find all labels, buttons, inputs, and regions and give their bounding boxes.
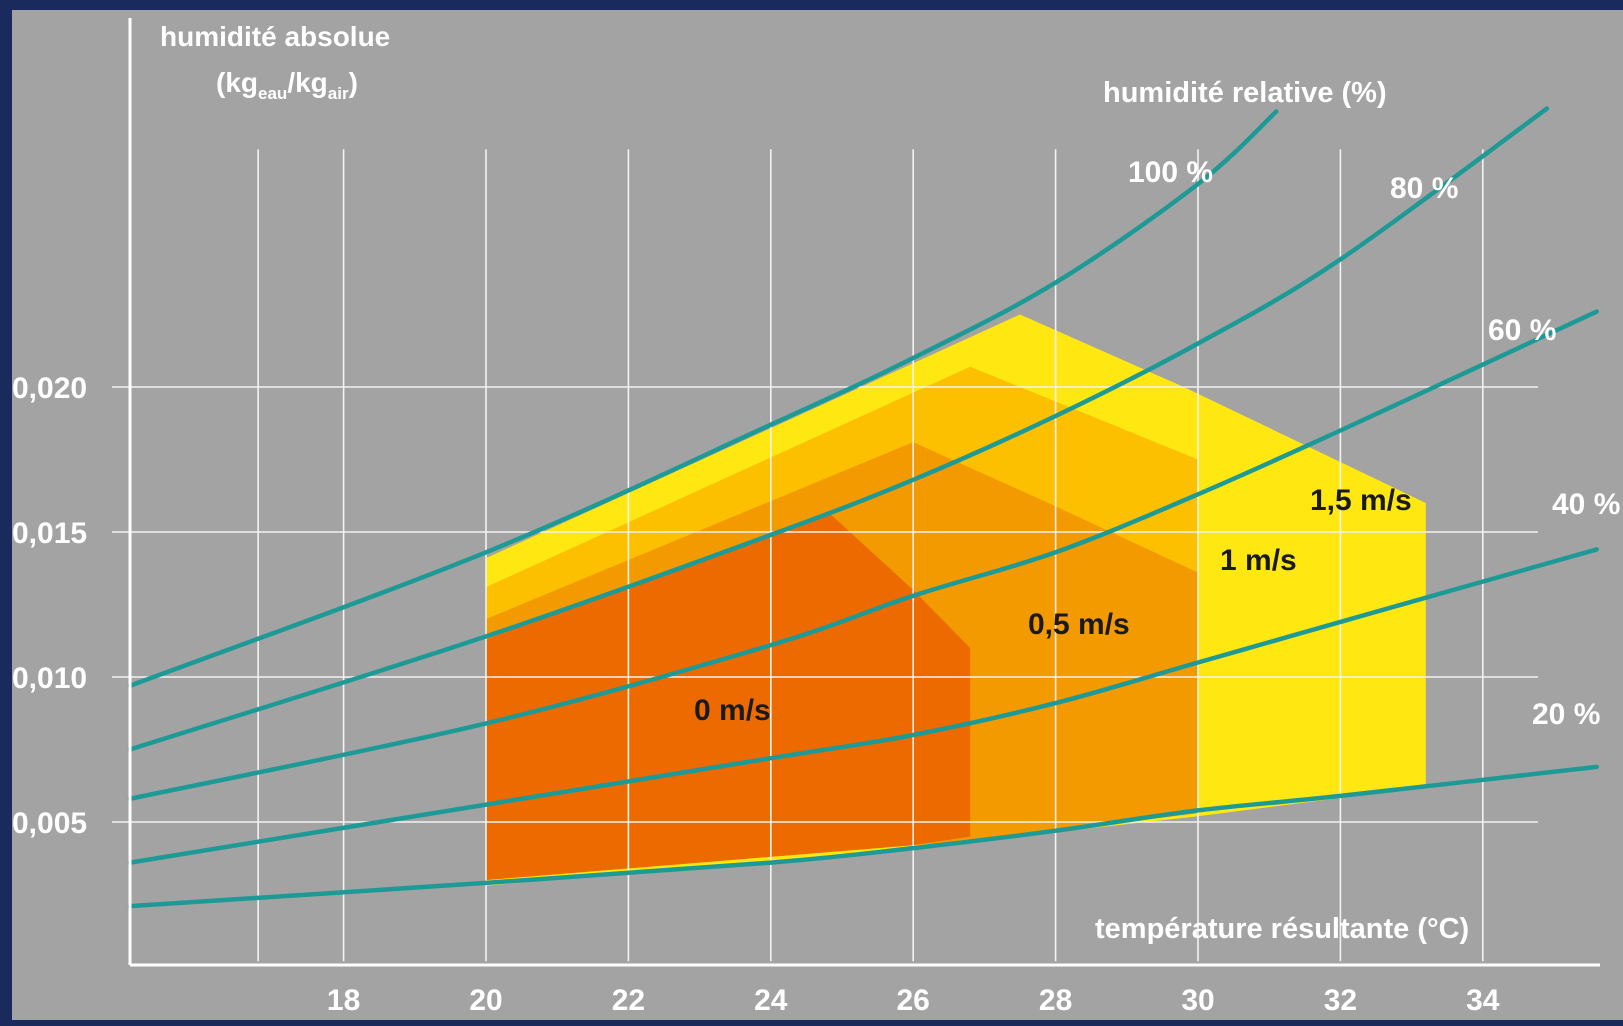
y-tick-label: 0,005 (12, 807, 87, 840)
y-tick-label: 0,020 (12, 372, 87, 405)
comfort-zone-label: 0,5 m/s (1028, 608, 1130, 641)
x-tick-label: 24 (754, 984, 788, 1017)
rh-curve-label: 20 % (1532, 698, 1600, 731)
rh-curve-label: 100 % (1128, 156, 1213, 189)
rh-title: humidité relative (%) (1103, 77, 1387, 109)
rh-curve-4 (127, 764, 1599, 909)
rh-curve-label: 60 % (1488, 314, 1556, 347)
x-tick-label: 34 (1466, 984, 1500, 1017)
y-unit-sub-eau: eau (258, 84, 287, 103)
comfort-zone-3 (486, 511, 971, 880)
x-tick-label: 20 (469, 984, 502, 1017)
y-unit-kg1: kg (225, 67, 258, 98)
comfort-zone-label: 1 m/s (1220, 544, 1297, 577)
y-tick-label: 0,015 (12, 517, 87, 550)
y-axis-title: humidité absolue (160, 21, 390, 52)
x-tick-label: 18 (327, 984, 360, 1017)
rh-curve-label: 40 % (1552, 488, 1620, 521)
rh-curve-0 (127, 109, 1279, 688)
comfort-zones (486, 314, 1426, 886)
x-tick-label: 22 (612, 984, 645, 1017)
y-unit-sub-air: air (328, 84, 349, 103)
comfort-zone-label: 1,5 m/s (1310, 484, 1412, 517)
rh-curve-2 (127, 309, 1599, 802)
relative-humidity-curves (127, 106, 1599, 909)
y-axis-unit: (kgeau/kgair) (216, 67, 358, 103)
rh-curve-1 (127, 106, 1550, 752)
rh-curve-3 (127, 547, 1599, 865)
x-tick-label: 32 (1324, 984, 1357, 1017)
x-axis-title: température résultante (°C) (1095, 913, 1469, 945)
y-unit-sep: /kg (287, 67, 327, 98)
rh-curve-label: 80 % (1390, 172, 1458, 205)
x-tick-label: 26 (897, 984, 930, 1017)
comfort-zone-label: 0 m/s (694, 694, 771, 727)
axes (128, 18, 1600, 967)
y-tick-label: 0,010 (12, 662, 87, 695)
x-tick-label: 28 (1039, 984, 1072, 1017)
x-tick-label: 30 (1181, 984, 1214, 1017)
